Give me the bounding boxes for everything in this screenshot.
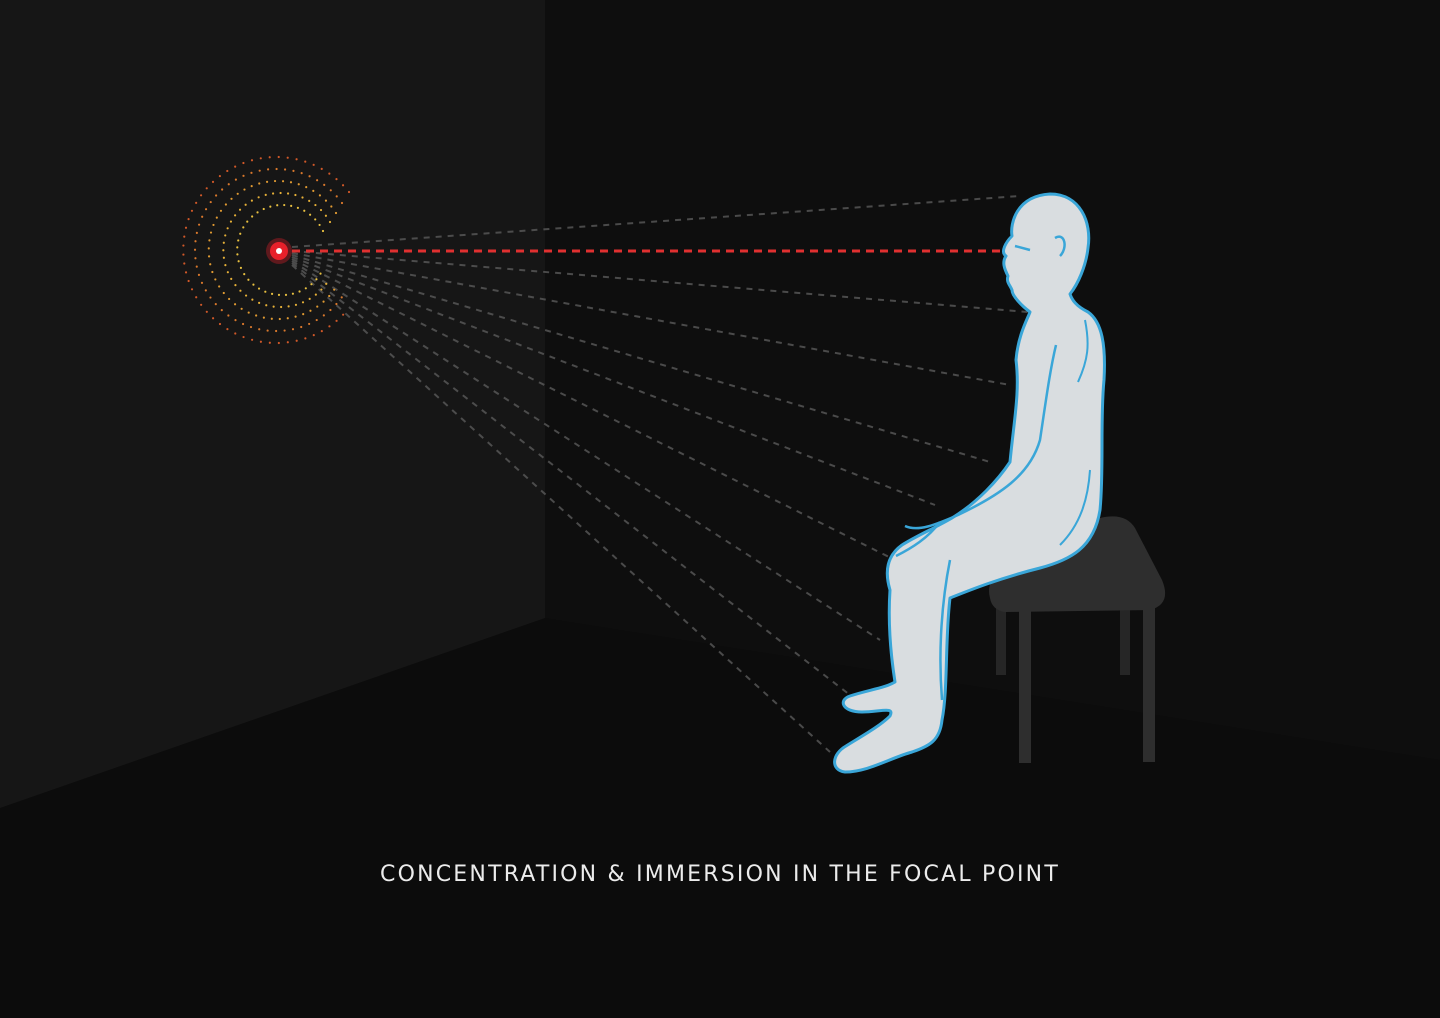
target-ring — [182, 155, 351, 345]
stool-seat — [989, 516, 1166, 612]
sight-line — [291, 264, 831, 753]
figure-hip-line — [1059, 469, 1091, 546]
figure-far-leg — [939, 559, 952, 701]
sight-line — [291, 252, 1011, 386]
figure-arm — [904, 344, 1058, 530]
stool-icon — [989, 516, 1166, 763]
figure-ear — [1054, 235, 1066, 257]
sight-line — [291, 254, 991, 463]
peripheral-sight-lines — [291, 195, 1029, 753]
stool-leg-back — [996, 600, 1006, 675]
stool-leg-front — [1019, 608, 1031, 763]
figure-hand — [895, 521, 941, 558]
figure-eye — [1014, 244, 1031, 252]
sight-line — [291, 258, 896, 561]
stool-leg-front — [1143, 604, 1155, 762]
target-ring — [222, 191, 332, 309]
sight-line — [291, 250, 1029, 313]
left-wall — [0, 0, 545, 808]
back-wall — [545, 0, 1440, 760]
target-ring — [194, 167, 344, 333]
sight-line — [291, 262, 851, 696]
sight-line — [291, 260, 881, 641]
figure-far-arm — [1077, 319, 1089, 383]
focal-point-target-icon — [182, 155, 351, 345]
figure-body — [833, 192, 1106, 774]
focal-point-center — [276, 248, 282, 254]
seated-person-figure — [833, 192, 1106, 774]
stool-leg-back — [1120, 605, 1130, 675]
sight-line — [291, 195, 1021, 248]
caption: CONCENTRATION & IMMERSION IN THE FOCAL P… — [380, 862, 1060, 887]
